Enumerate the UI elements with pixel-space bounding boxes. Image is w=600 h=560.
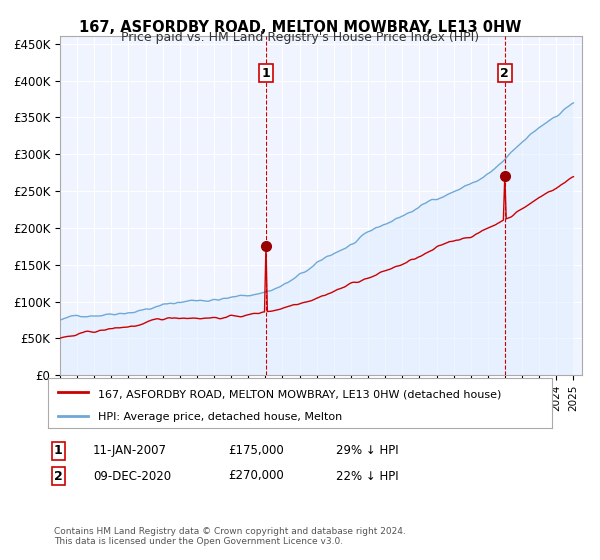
- Text: 2: 2: [54, 469, 63, 483]
- Text: 2: 2: [500, 67, 509, 80]
- Text: 11-JAN-2007: 11-JAN-2007: [93, 444, 167, 458]
- Text: £175,000: £175,000: [228, 444, 284, 458]
- Text: 09-DEC-2020: 09-DEC-2020: [93, 469, 171, 483]
- Text: HPI: Average price, detached house, Melton: HPI: Average price, detached house, Melt…: [98, 412, 343, 422]
- Text: 167, ASFORDBY ROAD, MELTON MOWBRAY, LE13 0HW: 167, ASFORDBY ROAD, MELTON MOWBRAY, LE13…: [79, 20, 521, 35]
- Text: 1: 1: [54, 444, 63, 458]
- Text: 1: 1: [262, 67, 271, 80]
- Text: 22% ↓ HPI: 22% ↓ HPI: [336, 469, 398, 483]
- Text: Price paid vs. HM Land Registry's House Price Index (HPI): Price paid vs. HM Land Registry's House …: [121, 31, 479, 44]
- Text: £270,000: £270,000: [228, 469, 284, 483]
- Text: 167, ASFORDBY ROAD, MELTON MOWBRAY, LE13 0HW (detached house): 167, ASFORDBY ROAD, MELTON MOWBRAY, LE13…: [98, 389, 502, 399]
- Text: 29% ↓ HPI: 29% ↓ HPI: [336, 444, 398, 458]
- Text: Contains HM Land Registry data © Crown copyright and database right 2024.
This d: Contains HM Land Registry data © Crown c…: [54, 526, 406, 546]
